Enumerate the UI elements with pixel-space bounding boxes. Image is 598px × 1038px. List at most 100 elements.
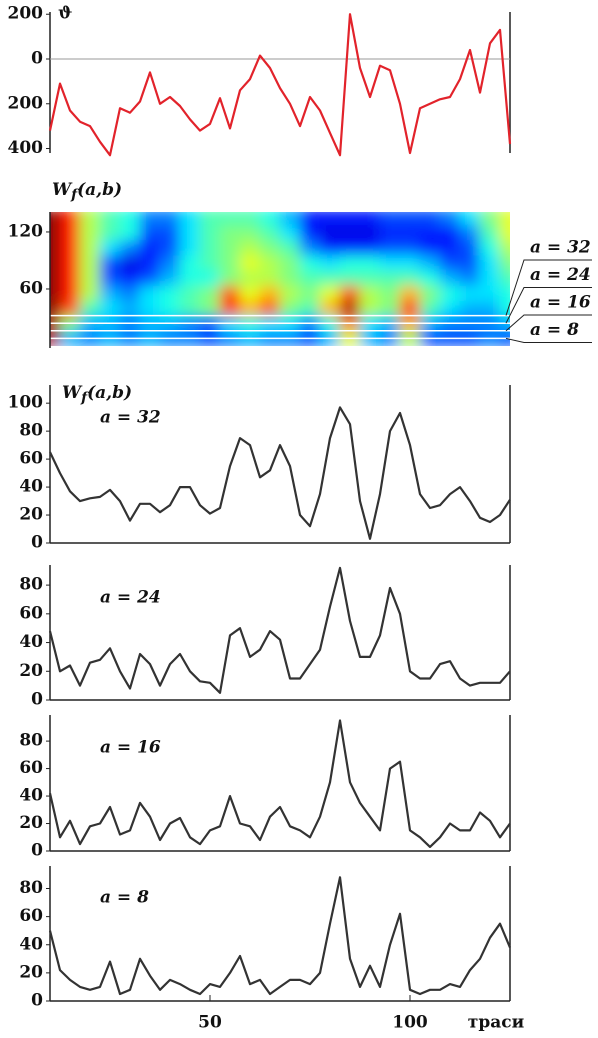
heatmap-cell xyxy=(59,284,81,301)
heatmap-cell xyxy=(219,212,241,225)
heatmap-cell xyxy=(159,223,181,241)
heatmap-cell xyxy=(459,284,481,301)
y-tick-label: 80 xyxy=(19,575,43,595)
heatmap-cell xyxy=(339,212,361,225)
heatmap-cell xyxy=(139,284,161,301)
heatmap-cell xyxy=(159,284,181,301)
heatmap-cell xyxy=(119,239,141,256)
heatmap-cell xyxy=(99,254,121,271)
level-leader xyxy=(505,314,592,332)
title-sub: f xyxy=(80,390,90,406)
title-sub: f xyxy=(70,187,80,203)
panel-annotation: a = 24 xyxy=(100,588,161,608)
heatmap-cell xyxy=(379,254,401,271)
heatmap-cell xyxy=(459,254,481,271)
heatmap-cell xyxy=(59,212,81,225)
heatmap-cell xyxy=(239,299,261,317)
y-tick-label: 40 xyxy=(19,786,43,806)
heatmap-cell xyxy=(379,299,401,317)
heatmap-cell xyxy=(259,239,281,256)
heatmap-cell xyxy=(319,269,341,286)
y-tick-label: 60 xyxy=(19,603,43,623)
heatmap-cell xyxy=(99,212,121,225)
level-leader xyxy=(505,259,592,316)
heatmap-cell xyxy=(199,284,221,301)
panel-title: Wf(a,b) xyxy=(62,383,132,407)
heatmap-cell xyxy=(399,212,421,225)
heatmap-cell xyxy=(279,269,301,286)
heatmap-cell xyxy=(259,254,281,271)
heatmap-cell xyxy=(199,212,221,225)
heatmap-cell xyxy=(239,254,261,271)
heatmap-cell xyxy=(279,223,301,241)
heatmap-cell xyxy=(50,239,61,256)
heatmap-cell xyxy=(50,299,61,317)
heatmap-cell xyxy=(79,269,101,286)
heatmap-cell xyxy=(199,223,221,241)
y-tick-label: 0 xyxy=(31,841,43,861)
data-line xyxy=(48,13,512,157)
heatmap-cell xyxy=(279,239,301,256)
heatmap-cell xyxy=(219,239,241,256)
heatmap-cell xyxy=(99,284,121,301)
heatmap-cell xyxy=(359,269,381,286)
heatmap-cell xyxy=(239,212,261,225)
heatmap-cell xyxy=(339,299,361,317)
level-label: a = 8 xyxy=(530,320,579,340)
heatmap-cell xyxy=(50,269,61,286)
heatmap-cell xyxy=(219,284,241,301)
heatmap-cell xyxy=(339,254,361,271)
heatmap-cell xyxy=(379,239,401,256)
heatmap-cell xyxy=(379,223,401,241)
heatmap-cell xyxy=(419,284,441,301)
heatmap-cell xyxy=(459,299,481,317)
heatmap-cell xyxy=(359,212,381,225)
heatmap-cell xyxy=(419,239,441,256)
y-tick-label: 60 xyxy=(19,906,43,926)
heatmap-cells xyxy=(50,212,510,346)
heatmap-cell xyxy=(399,254,421,271)
y-tick-label: 400 xyxy=(8,138,44,158)
heatmap-cell xyxy=(179,254,201,271)
y-tick-label: 200 xyxy=(8,4,44,24)
heatmap-cell xyxy=(299,223,321,241)
heatmap-cell xyxy=(319,254,341,271)
heatmap-cell xyxy=(139,254,161,271)
heatmap-cell xyxy=(159,212,181,225)
heatmap-cell xyxy=(499,223,510,241)
y-axis-label: ϑ xyxy=(58,4,72,24)
y-tick-label: 80 xyxy=(19,421,43,441)
x-axis-label: траси xyxy=(468,1013,525,1033)
y-tick-label: 0 xyxy=(31,533,43,553)
heatmap-cell xyxy=(119,284,141,301)
heatmap-cell xyxy=(279,254,301,271)
heatmap-cell xyxy=(399,269,421,286)
heatmap-cell xyxy=(159,299,181,317)
heatmap-cell xyxy=(159,254,181,271)
heatmap-cell xyxy=(319,239,341,256)
heatmap-cell xyxy=(179,284,201,301)
data-line xyxy=(48,566,511,694)
y-tick-label: 40 xyxy=(19,477,43,497)
heatmap-cell xyxy=(79,284,101,301)
data-line xyxy=(49,406,511,540)
heatmap-cell xyxy=(139,299,161,317)
heatmap-cell xyxy=(199,299,221,317)
heatmap-cell xyxy=(59,254,81,271)
heatmap-cell xyxy=(499,284,510,301)
y-tick-label: 80 xyxy=(19,878,43,898)
heatmap-cell xyxy=(479,239,501,256)
heatmap-cell xyxy=(239,223,261,241)
panel-annotation: a = 8 xyxy=(100,888,149,908)
y-tick-label: 100 xyxy=(8,393,44,413)
heatmap-cell xyxy=(199,254,221,271)
heatmap-cell xyxy=(219,223,241,241)
level-label: a = 32 xyxy=(530,238,591,258)
y-tick-label: 0 xyxy=(31,49,43,69)
heatmap-cell xyxy=(179,239,201,256)
heatmap-cell xyxy=(219,299,241,317)
heatmap-cell xyxy=(159,239,181,256)
panel-annotation: a = 16 xyxy=(100,738,161,758)
heatmap-cell xyxy=(259,284,281,301)
heatmap-cell xyxy=(79,254,101,271)
